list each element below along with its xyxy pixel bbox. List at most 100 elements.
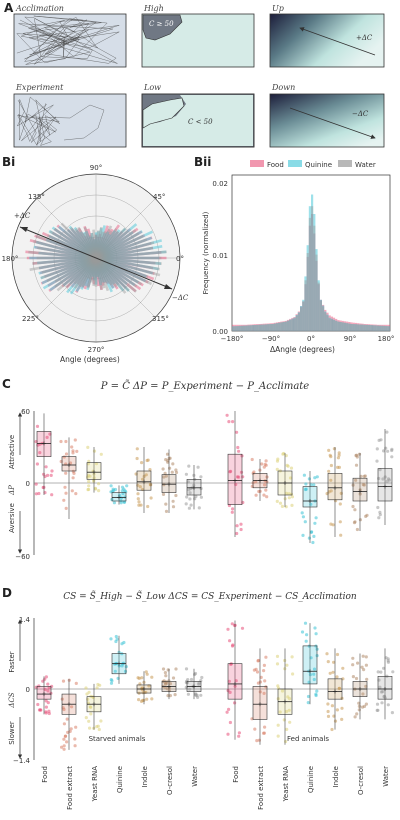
histogram-bar: [264, 324, 268, 331]
data-point: [255, 670, 260, 674]
polar-bar: [49, 256, 97, 292]
legend-food: Food: [267, 161, 284, 169]
polar-bar: [94, 227, 103, 259]
data-point: [228, 639, 232, 643]
data-point: [275, 654, 280, 659]
data-point: [123, 669, 128, 674]
acclimation-tracks: [16, 15, 120, 65]
polar-bar: [56, 224, 97, 259]
polar-histogram: [25, 222, 167, 295]
polar-bar: [95, 230, 129, 259]
data-point: [89, 712, 93, 716]
data-point: [335, 708, 339, 712]
histogram-bar: [363, 324, 366, 331]
histogram-bar: [379, 325, 382, 331]
polar-bar: [40, 256, 97, 285]
data-point: [62, 722, 66, 726]
box-water: [375, 429, 394, 525]
panel-d-plot: [17, 618, 395, 760]
polar-bar: [87, 257, 98, 280]
polar-bar: [94, 231, 110, 259]
data-point: [312, 672, 316, 676]
histogram-bar: [289, 319, 292, 331]
histogram-bar: [306, 253, 309, 331]
data-point: [150, 697, 154, 701]
data-point: [265, 495, 269, 499]
polar-bar: [86, 257, 98, 291]
experiment-frame: Experiment: [13, 83, 127, 148]
histogram-bar: [232, 326, 235, 331]
data-point: [311, 540, 315, 545]
data-point: [47, 686, 51, 690]
polar-bar: [95, 230, 120, 259]
polar-bar: [95, 256, 162, 265]
median-marker: [117, 661, 121, 666]
box-food: [225, 620, 245, 740]
data-point: [313, 476, 317, 480]
histogram-bar: [361, 324, 364, 331]
polar-bar: [90, 257, 98, 283]
data-point: [97, 489, 101, 493]
polar-bar: [95, 230, 154, 260]
data-point: [184, 502, 188, 506]
histogram-bar: [339, 322, 342, 331]
hist-xtick-90: 90°: [344, 335, 356, 343]
polar-bar: [60, 222, 97, 259]
data-point: [98, 683, 102, 687]
data-point: [46, 701, 50, 705]
polar-bar: [95, 232, 140, 260]
polar-bar: [94, 231, 107, 259]
histogram-bar: [383, 325, 386, 331]
data-point: [282, 451, 286, 456]
polar-bar: [90, 232, 98, 259]
polar-bar: [94, 230, 113, 259]
histogram-bar: [251, 325, 254, 331]
polar-bar: [94, 257, 99, 278]
data-point: [288, 476, 293, 480]
data-point: [87, 479, 91, 484]
data-point: [187, 464, 191, 468]
data-point: [62, 498, 66, 502]
category-label: Yeast RNA: [91, 766, 99, 803]
data-point: [305, 633, 309, 637]
data-point: [290, 503, 294, 507]
data-point: [64, 439, 68, 444]
data-point: [364, 663, 368, 667]
histogram-bar: [253, 325, 257, 331]
polar-bar: [94, 236, 100, 259]
data-point: [197, 506, 201, 510]
histogram-axes: [231, 174, 391, 332]
data-point: [340, 706, 344, 710]
data-point: [46, 689, 50, 693]
histogram-bar: [332, 319, 336, 331]
data-point: [355, 455, 359, 459]
box-food: [34, 675, 54, 716]
polar-bar: [94, 257, 119, 290]
histogram-bar: [343, 322, 347, 331]
data-point: [84, 686, 88, 690]
polar-bar: [63, 230, 97, 259]
polar-bar: [62, 257, 97, 287]
median-marker: [233, 478, 237, 483]
polar-bar: [78, 257, 98, 288]
histogram-bar: [295, 315, 298, 331]
polar-bar: [61, 257, 97, 288]
d-faster-label: Faster: [8, 651, 16, 672]
data-point: [86, 488, 90, 492]
polar-bar: [73, 226, 98, 259]
data-point: [38, 451, 42, 455]
polar-bar: [83, 226, 98, 259]
data-point: [365, 513, 369, 517]
data-point: [262, 669, 266, 673]
polar-bar: [38, 251, 97, 260]
data-point: [44, 675, 49, 679]
data-point: [307, 536, 311, 540]
data-point: [60, 745, 64, 749]
c-axis-symbol: ΔP: [8, 485, 16, 496]
data-point: [87, 484, 91, 488]
data-point: [385, 479, 389, 483]
median-marker: [258, 702, 262, 707]
data-point: [379, 438, 383, 442]
data-point: [62, 455, 66, 459]
data-point: [196, 465, 200, 469]
